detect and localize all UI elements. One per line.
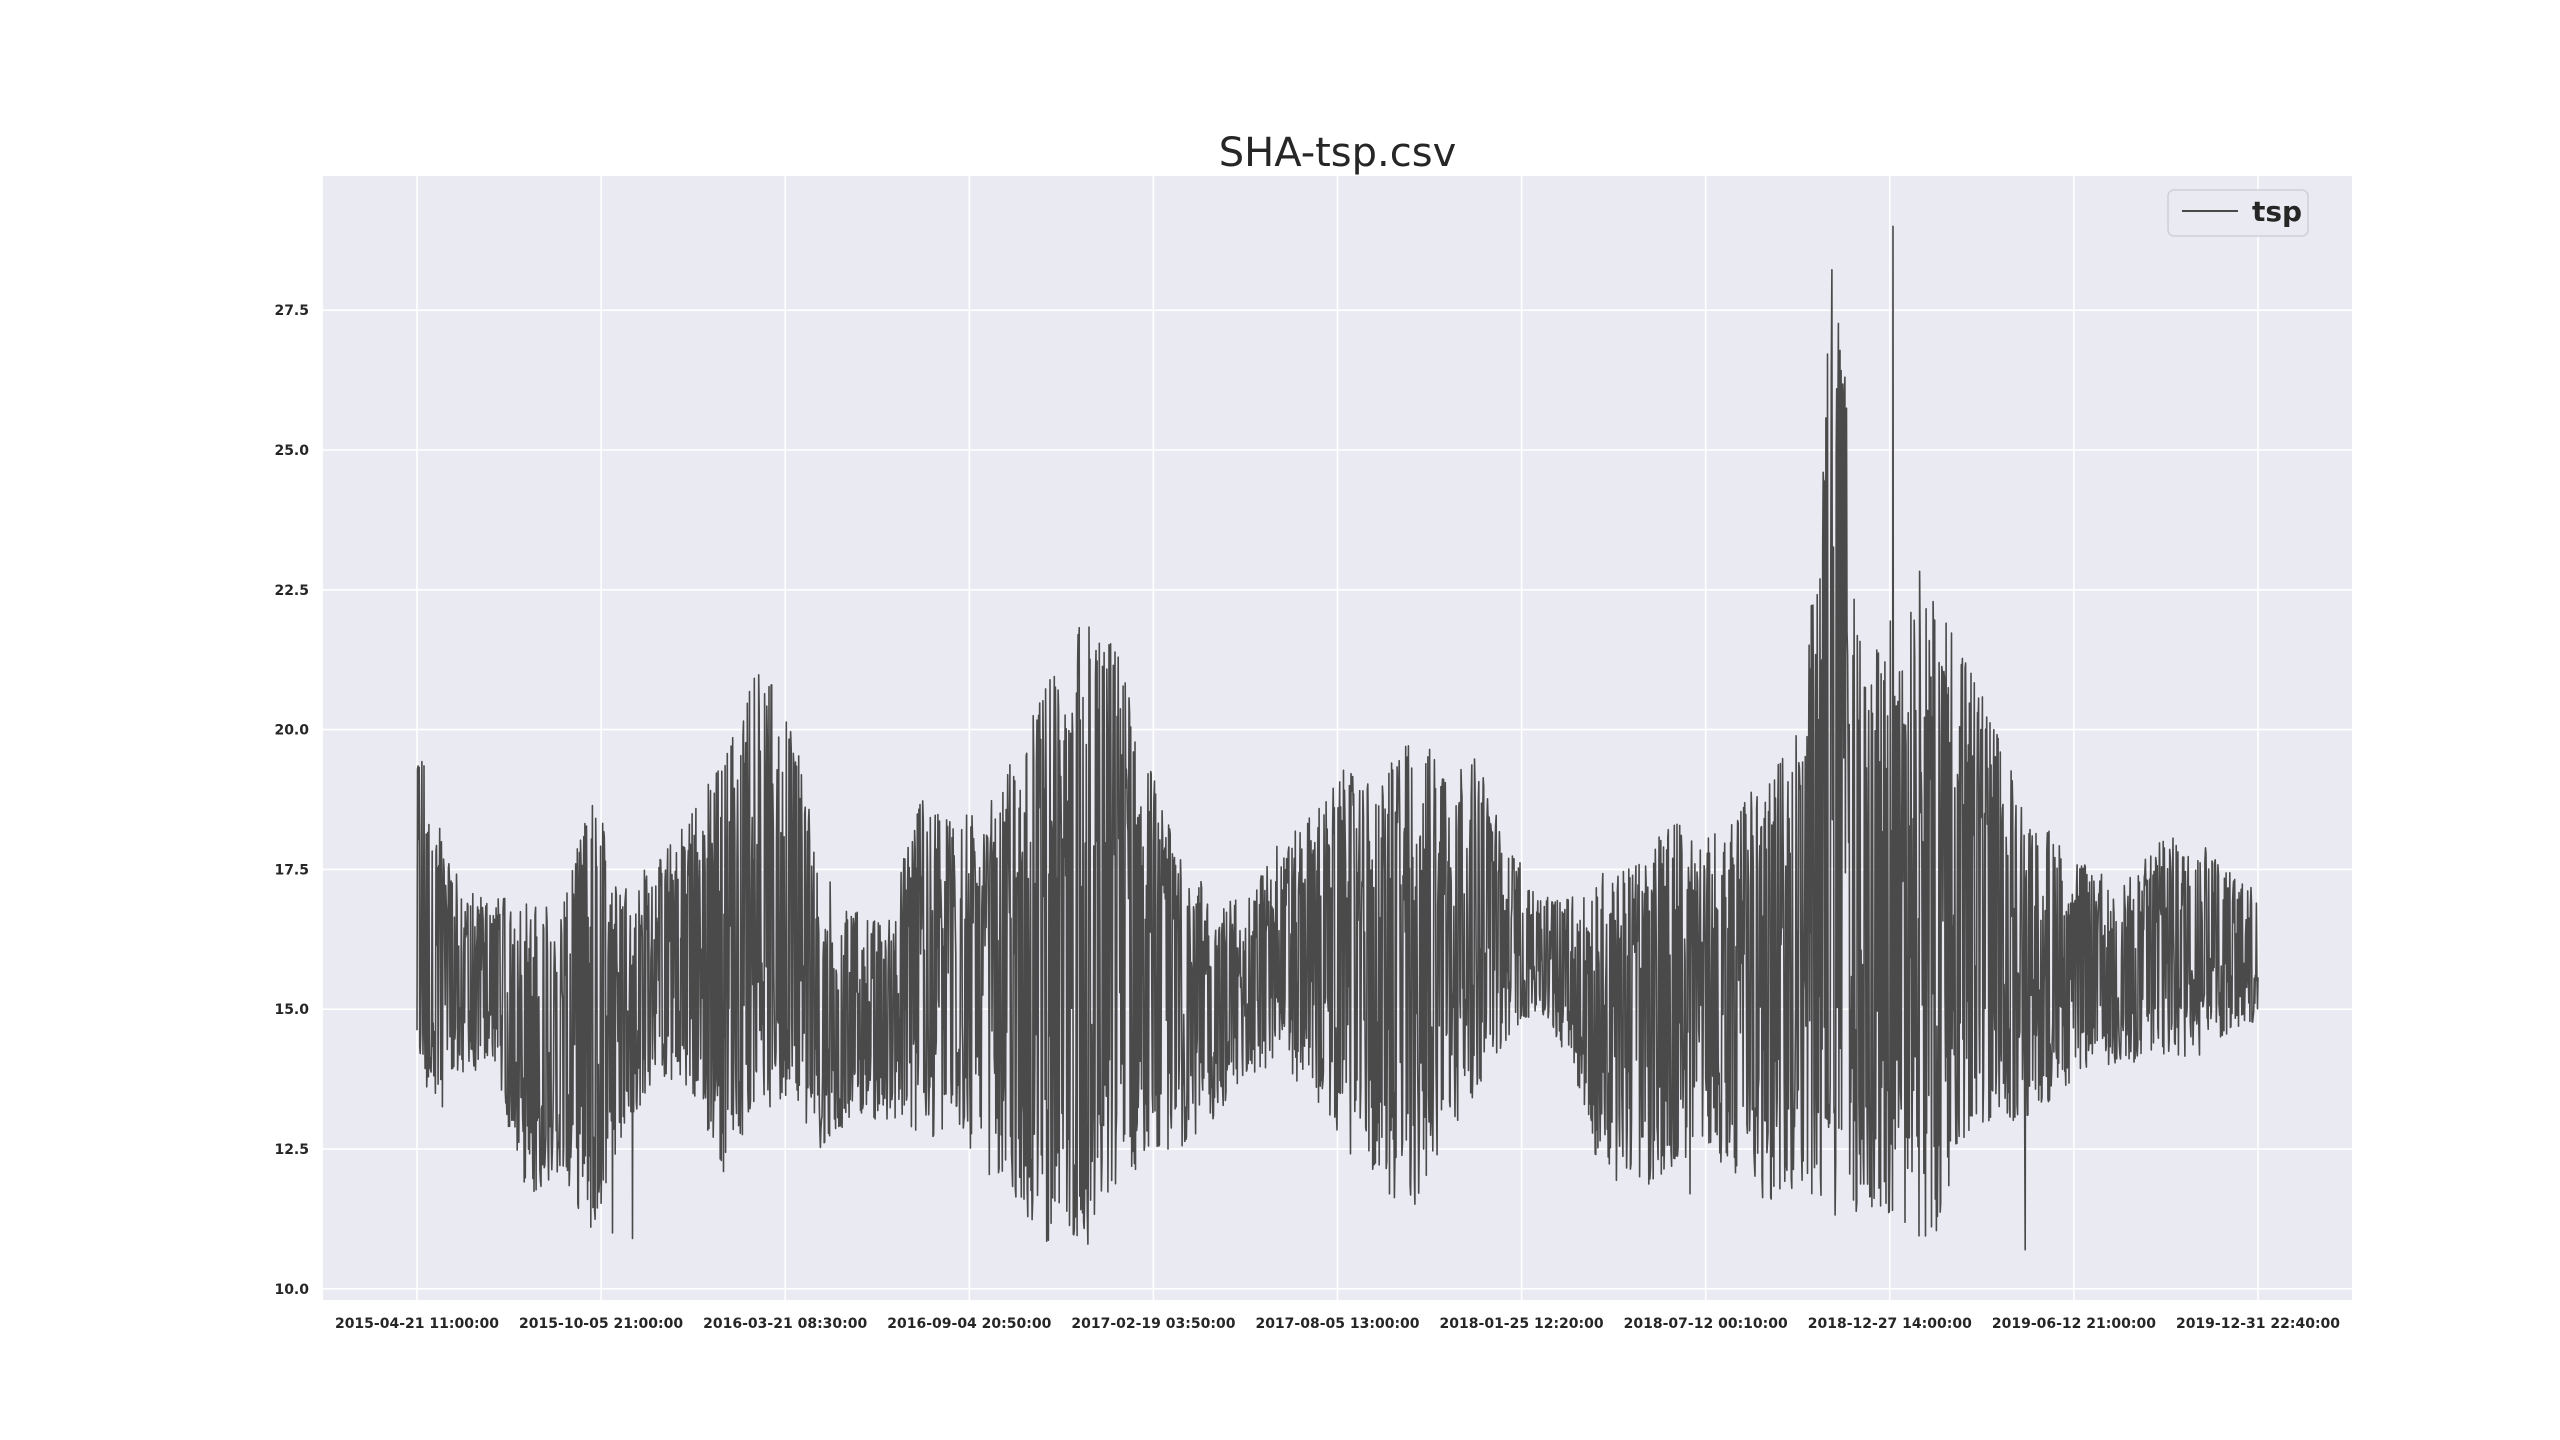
x-tick-label: 2017-08-05 13:00:00 — [1255, 1316, 1419, 1332]
x-tick-label: 2018-01-25 12:20:00 — [1440, 1316, 1604, 1332]
x-tick-label: 2016-03-21 08:30:00 — [703, 1316, 867, 1332]
y-tick-label: 22.5 — [274, 583, 309, 599]
series-tsp — [416, 225, 2259, 1251]
y-tick-label: 27.5 — [274, 303, 309, 319]
legend: tsp — [2167, 189, 2309, 237]
y-tick-label: 17.5 — [274, 862, 309, 878]
legend-label-tsp: tsp — [2252, 195, 2302, 228]
x-tick-label: 2015-04-21 11:00:00 — [335, 1316, 499, 1332]
y-tick-label: 15.0 — [274, 1002, 309, 1018]
x-tick-label: 2019-12-31 22:40:00 — [2176, 1316, 2340, 1332]
x-tick-label: 2017-02-19 03:50:00 — [1071, 1316, 1235, 1332]
y-axis-ticks: 10.0 12.5 15.0 17.5 20.0 22.5 25.0 27.5 — [274, 303, 309, 1298]
x-tick-label: 2019-06-12 21:00:00 — [1992, 1316, 2156, 1332]
x-tick-label: 2018-12-27 14:00:00 — [1808, 1316, 1972, 1332]
legend-box — [2167, 189, 2309, 237]
y-tick-label: 20.0 — [274, 723, 309, 739]
y-tick-label: 12.5 — [274, 1142, 309, 1158]
x-tick-label: 2018-07-12 00:10:00 — [1624, 1316, 1788, 1332]
x-tick-label: 2016-09-04 20:50:00 — [887, 1316, 1051, 1332]
series-line-tsp — [416, 225, 2259, 1251]
y-tick-label: 25.0 — [274, 443, 309, 459]
x-tick-label: 2015-10-05 21:00:00 — [519, 1316, 683, 1332]
x-axis-ticks: 2015-04-21 11:00:00 2015-10-05 21:00:00 20… — [335, 1316, 2340, 1332]
y-tick-label: 10.0 — [274, 1282, 309, 1298]
chart-title: SHA-tsp.csv — [1219, 130, 1457, 176]
